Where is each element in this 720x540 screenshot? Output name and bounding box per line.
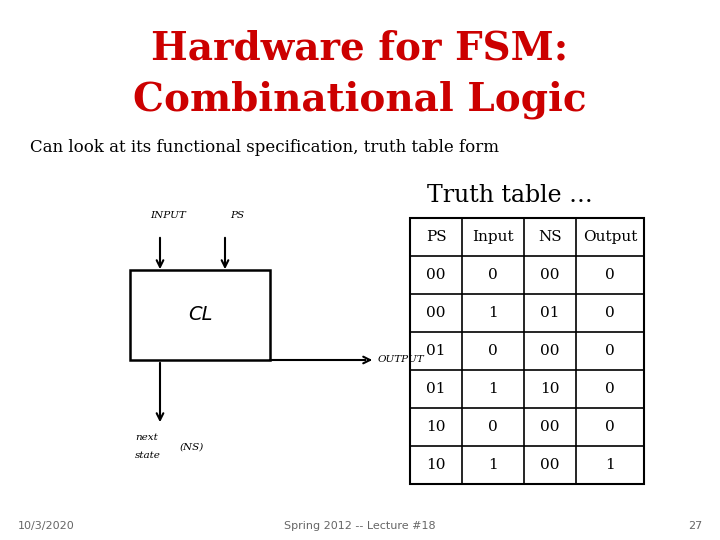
Text: next: next <box>135 434 158 442</box>
Text: PS: PS <box>230 211 244 219</box>
Text: 10/3/2020: 10/3/2020 <box>18 521 75 531</box>
Text: Can look at its functional specification, truth table form: Can look at its functional specification… <box>30 138 499 156</box>
Text: 0: 0 <box>605 420 615 434</box>
Text: 10: 10 <box>540 382 559 396</box>
Text: 00: 00 <box>540 344 559 358</box>
Text: 0: 0 <box>488 420 498 434</box>
Text: 10: 10 <box>426 420 446 434</box>
Text: 0: 0 <box>605 268 615 282</box>
Text: NS: NS <box>538 230 562 244</box>
Bar <box>410 218 644 484</box>
Text: 00: 00 <box>540 458 559 472</box>
Text: 0: 0 <box>605 382 615 396</box>
Text: INPUT: INPUT <box>150 211 186 219</box>
Text: CL: CL <box>188 306 212 325</box>
Text: 10: 10 <box>426 458 446 472</box>
Text: 0: 0 <box>605 306 615 320</box>
Text: 1: 1 <box>605 458 615 472</box>
Text: 1: 1 <box>488 306 498 320</box>
Text: Truth table …: Truth table … <box>427 184 593 206</box>
Text: 01: 01 <box>540 306 559 320</box>
Text: OUTPUT: OUTPUT <box>378 355 425 364</box>
Text: (NS): (NS) <box>180 442 204 451</box>
Text: Output: Output <box>582 230 637 244</box>
Text: 01: 01 <box>426 344 446 358</box>
Text: Spring 2012 -- Lecture #18: Spring 2012 -- Lecture #18 <box>284 521 436 531</box>
Text: Hardware for FSM:: Hardware for FSM: <box>151 29 569 67</box>
Text: Input: Input <box>472 230 514 244</box>
Text: Combinational Logic: Combinational Logic <box>133 81 587 119</box>
Text: 00: 00 <box>426 306 446 320</box>
Text: 0: 0 <box>488 268 498 282</box>
Text: state: state <box>135 450 161 460</box>
Text: 27: 27 <box>688 521 702 531</box>
Text: 01: 01 <box>426 382 446 396</box>
Text: 00: 00 <box>540 420 559 434</box>
Text: 0: 0 <box>605 344 615 358</box>
Text: 1: 1 <box>488 458 498 472</box>
Text: PS: PS <box>426 230 446 244</box>
Text: 00: 00 <box>426 268 446 282</box>
Text: 0: 0 <box>488 344 498 358</box>
Text: 00: 00 <box>540 268 559 282</box>
Text: 1: 1 <box>488 382 498 396</box>
Bar <box>130 270 270 360</box>
